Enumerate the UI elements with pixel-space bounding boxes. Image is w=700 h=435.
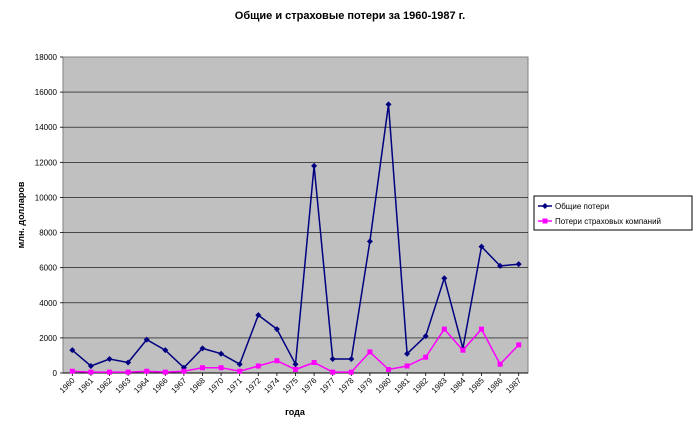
x-tick-label: 1984	[448, 376, 467, 395]
x-tick-label: 1986	[486, 376, 505, 395]
data-point-series-1	[423, 354, 429, 360]
data-point-series-0	[422, 333, 429, 340]
data-point-series-0	[441, 275, 448, 282]
x-tick-label: 1975	[281, 376, 300, 395]
data-point-series-0	[292, 361, 299, 368]
data-point-series-0	[162, 347, 169, 354]
y-tick-label: 18000	[35, 53, 58, 62]
y-tick-label: 2000	[39, 334, 57, 343]
data-point-series-0	[515, 261, 522, 268]
data-point-series-0	[199, 345, 206, 352]
data-point-series-1	[479, 326, 484, 332]
data-point-series-1	[69, 368, 75, 374]
data-point-series-0	[497, 262, 504, 269]
data-point-series-0	[218, 350, 225, 357]
data-point-series-1	[255, 363, 261, 369]
data-point-series-1	[200, 365, 205, 371]
x-tick-labels: 1960 1961 1962 1963 1964 1966 1967 1968 1970 1971…	[58, 373, 524, 395]
data-point-series-0	[87, 362, 94, 369]
data-point-series-0	[404, 350, 411, 357]
data-point-series-1	[125, 369, 131, 375]
data-point-series-1	[460, 347, 466, 353]
y-tick-label: 6000	[39, 264, 57, 273]
data-point-series-1	[386, 366, 391, 372]
data-point-series-0	[329, 355, 336, 362]
x-tick-label: 1961	[76, 376, 95, 395]
data-point-series-0	[69, 347, 76, 354]
x-tick-label: 1971	[225, 376, 244, 395]
x-tick-label: 1982	[411, 376, 430, 395]
data-point-series-0	[311, 162, 318, 169]
series-layer	[69, 101, 522, 375]
y-tick-label: 4000	[39, 299, 57, 308]
legend-marker-total	[542, 203, 548, 209]
data-point-series-1	[88, 369, 94, 375]
x-axis-title: года	[285, 407, 306, 417]
data-point-series-1	[144, 368, 150, 374]
data-point-series-0	[125, 359, 132, 366]
x-tick-label: 1968	[188, 376, 207, 395]
legend-marker-insured	[542, 218, 548, 224]
x-tick-label: 1987	[504, 376, 523, 395]
data-point-series-0	[385, 101, 392, 108]
data-point-series-0	[255, 312, 262, 319]
y-tick-label: 0	[53, 369, 58, 378]
data-point-series-1	[107, 369, 112, 375]
y-tick-label: 16000	[35, 88, 58, 97]
data-point-series-0	[366, 238, 373, 245]
x-tick-label: 1962	[95, 376, 114, 395]
x-tick-label: 1981	[393, 376, 412, 395]
data-point-series-1	[311, 359, 317, 365]
legend-box	[533, 195, 693, 231]
x-tick-label: 1963	[114, 376, 133, 395]
legend: Общие потери Потери страховых компаний	[533, 195, 693, 231]
x-tick-label: 1979	[355, 376, 374, 395]
data-point-series-1	[441, 326, 447, 332]
data-point-series-1	[330, 369, 336, 375]
data-point-series-1	[348, 369, 354, 375]
data-point-series-1	[293, 366, 298, 372]
data-point-series-1	[237, 368, 243, 374]
data-point-series-1	[404, 363, 410, 369]
data-point-series-1	[181, 368, 187, 374]
x-tick-label: 1972	[244, 376, 263, 395]
legend-label-total: Общие потери	[555, 202, 609, 211]
data-point-series-0	[348, 355, 355, 362]
data-point-series-1	[274, 358, 280, 364]
data-point-series-0	[236, 361, 243, 368]
data-point-series-0	[273, 326, 280, 333]
x-tick-label: 1978	[337, 376, 356, 395]
data-point-series-0	[478, 243, 485, 250]
data-point-series-1	[367, 349, 373, 355]
x-tick-label: 1967	[169, 376, 188, 395]
y-tick-label: 14000	[35, 123, 58, 132]
plot-area	[62, 56, 529, 374]
legend-label-insured: Потери страховых компаний	[555, 217, 661, 226]
x-tick-label: 1974	[262, 376, 281, 395]
data-point-series-1	[218, 365, 224, 371]
data-point-series-1	[162, 369, 168, 375]
data-point-series-0	[143, 336, 150, 343]
x-tick-label: 1976	[300, 376, 319, 395]
data-point-series-0	[106, 355, 113, 362]
y-axis-title: млн. долларов	[16, 181, 26, 248]
x-tick-label: 1983	[430, 376, 449, 395]
x-tick-label: 1985	[467, 376, 486, 395]
data-point-series-1	[516, 342, 522, 348]
x-tick-label: 1977	[318, 376, 337, 395]
x-tick-label: 1960	[58, 376, 77, 395]
y-tick-label: 12000	[35, 158, 58, 167]
y-tick-labels: 0 2000 4000 6000 8000 10000 12000 14000 16000 180…	[35, 53, 63, 378]
x-tick-label: 1980	[374, 376, 393, 395]
x-tick-label: 1966	[151, 376, 170, 395]
y-tick-label: 10000	[35, 193, 58, 202]
chart-title: Общие и страховые потери за 1960-1987 г.	[234, 10, 466, 22]
data-point-series-1	[497, 361, 503, 367]
x-tick-label: 1964	[132, 376, 151, 395]
x-tick-label: 1970	[207, 376, 226, 395]
y-tick-label: 8000	[39, 229, 57, 238]
